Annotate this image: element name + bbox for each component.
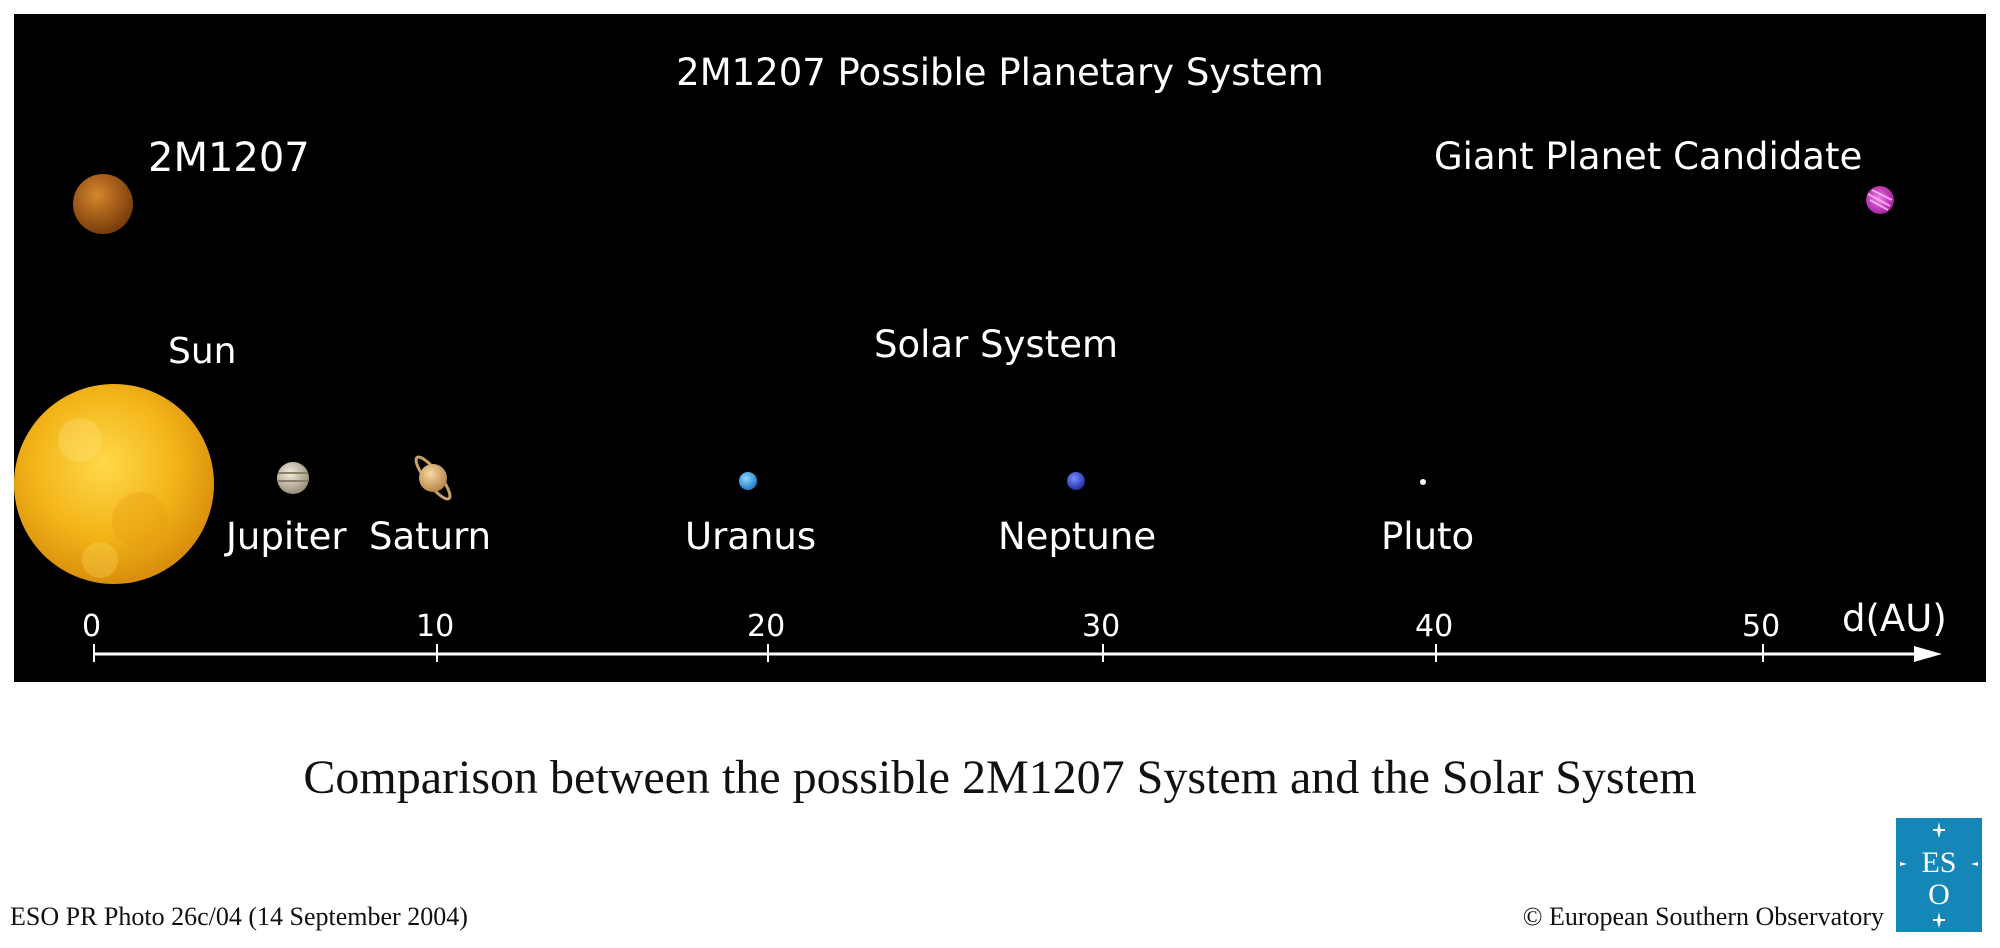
- saturn-icon: [414, 455, 452, 501]
- pluto-label: Pluto: [1381, 515, 1475, 558]
- pluto-icon: [1420, 479, 1426, 485]
- distance-axis: [93, 644, 1942, 662]
- axis-tick-label: 50: [1742, 609, 1781, 644]
- axis-tick-label: 20: [747, 609, 786, 644]
- diagram-title: 2M1207 Possible Planetary System: [676, 51, 1324, 94]
- photo-id: ESO PR Photo 26c/04 (14 September 2004): [10, 902, 468, 931]
- uranus-icon: [739, 472, 757, 490]
- solar-system-label: Solar System: [874, 323, 1119, 366]
- eso-logo-text-top: ES: [1921, 846, 1956, 879]
- copyright-notice: © European Southern Observatory: [1522, 902, 1884, 931]
- sun-label: Sun: [168, 331, 237, 372]
- host-2m1207-icon: [73, 174, 133, 234]
- eso-logo: ES O: [1896, 818, 1982, 932]
- jupiter-label: Jupiter: [226, 515, 347, 558]
- neptune-label: Neptune: [998, 515, 1157, 558]
- giant-planet-candidate-icon: [1866, 186, 1894, 214]
- eso-logo-text-bottom: O: [1928, 878, 1950, 911]
- saturn-label: Saturn: [369, 515, 492, 558]
- figure-caption: Comparison between the possible 2M1207 S…: [303, 751, 1697, 804]
- giant-planet-candidate-label: Giant Planet Candidate: [1434, 135, 1863, 178]
- host-2m1207-label: 2M1207: [148, 135, 310, 181]
- axis-tick-label: 10: [416, 609, 455, 644]
- sun-icon: [14, 384, 214, 584]
- eso-logo-mark: ES O: [1900, 822, 1978, 928]
- axis-tick-label: 0: [82, 609, 102, 644]
- axis-tick-label: 40: [1415, 609, 1454, 644]
- uranus-label: Uranus: [685, 515, 817, 558]
- axis-tick-label: 30: [1082, 609, 1121, 644]
- jupiter-icon: [277, 462, 309, 494]
- neptune-icon: [1067, 472, 1085, 490]
- axis-title: d(AU): [1842, 597, 1947, 640]
- diagram-panel: [14, 14, 1986, 682]
